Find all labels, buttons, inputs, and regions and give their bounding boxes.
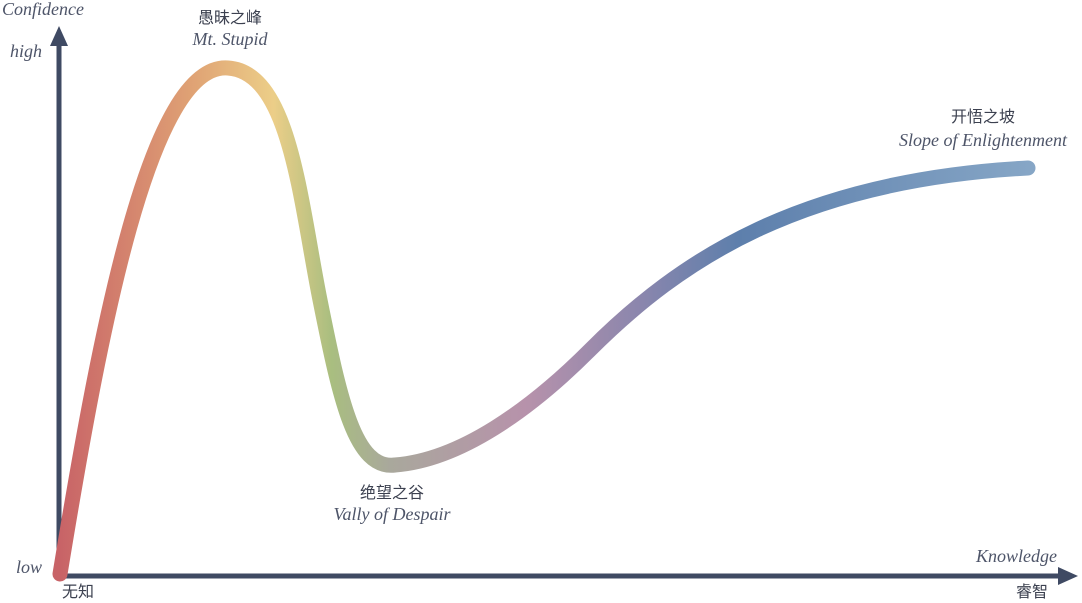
valley-label-zh: 绝望之谷 <box>359 483 425 502</box>
x-axis-arrow <box>1058 567 1078 585</box>
x-axis-title: Knowledge <box>976 546 1057 566</box>
y-axis-title: Confidence <box>2 0 84 19</box>
valley-label-en: Vally of Despair <box>333 504 451 524</box>
slope-label-zh: 开悟之坡 <box>950 107 1016 126</box>
slope-label-en: Slope of Enlightenment <box>899 130 1067 150</box>
peak-label-zh: 愚昧之峰 <box>197 8 263 27</box>
y-axis-high-label: high <box>10 41 43 61</box>
x-axis-end-label: 睿智 <box>1016 582 1049 601</box>
y-axis-low-label: low <box>16 557 43 577</box>
confidence-curve <box>52 60 1036 582</box>
y-axis-arrow <box>50 26 68 46</box>
x-axis-start-label: 无知 <box>62 582 95 601</box>
peak-label-en: Mt. Stupid <box>192 29 268 49</box>
